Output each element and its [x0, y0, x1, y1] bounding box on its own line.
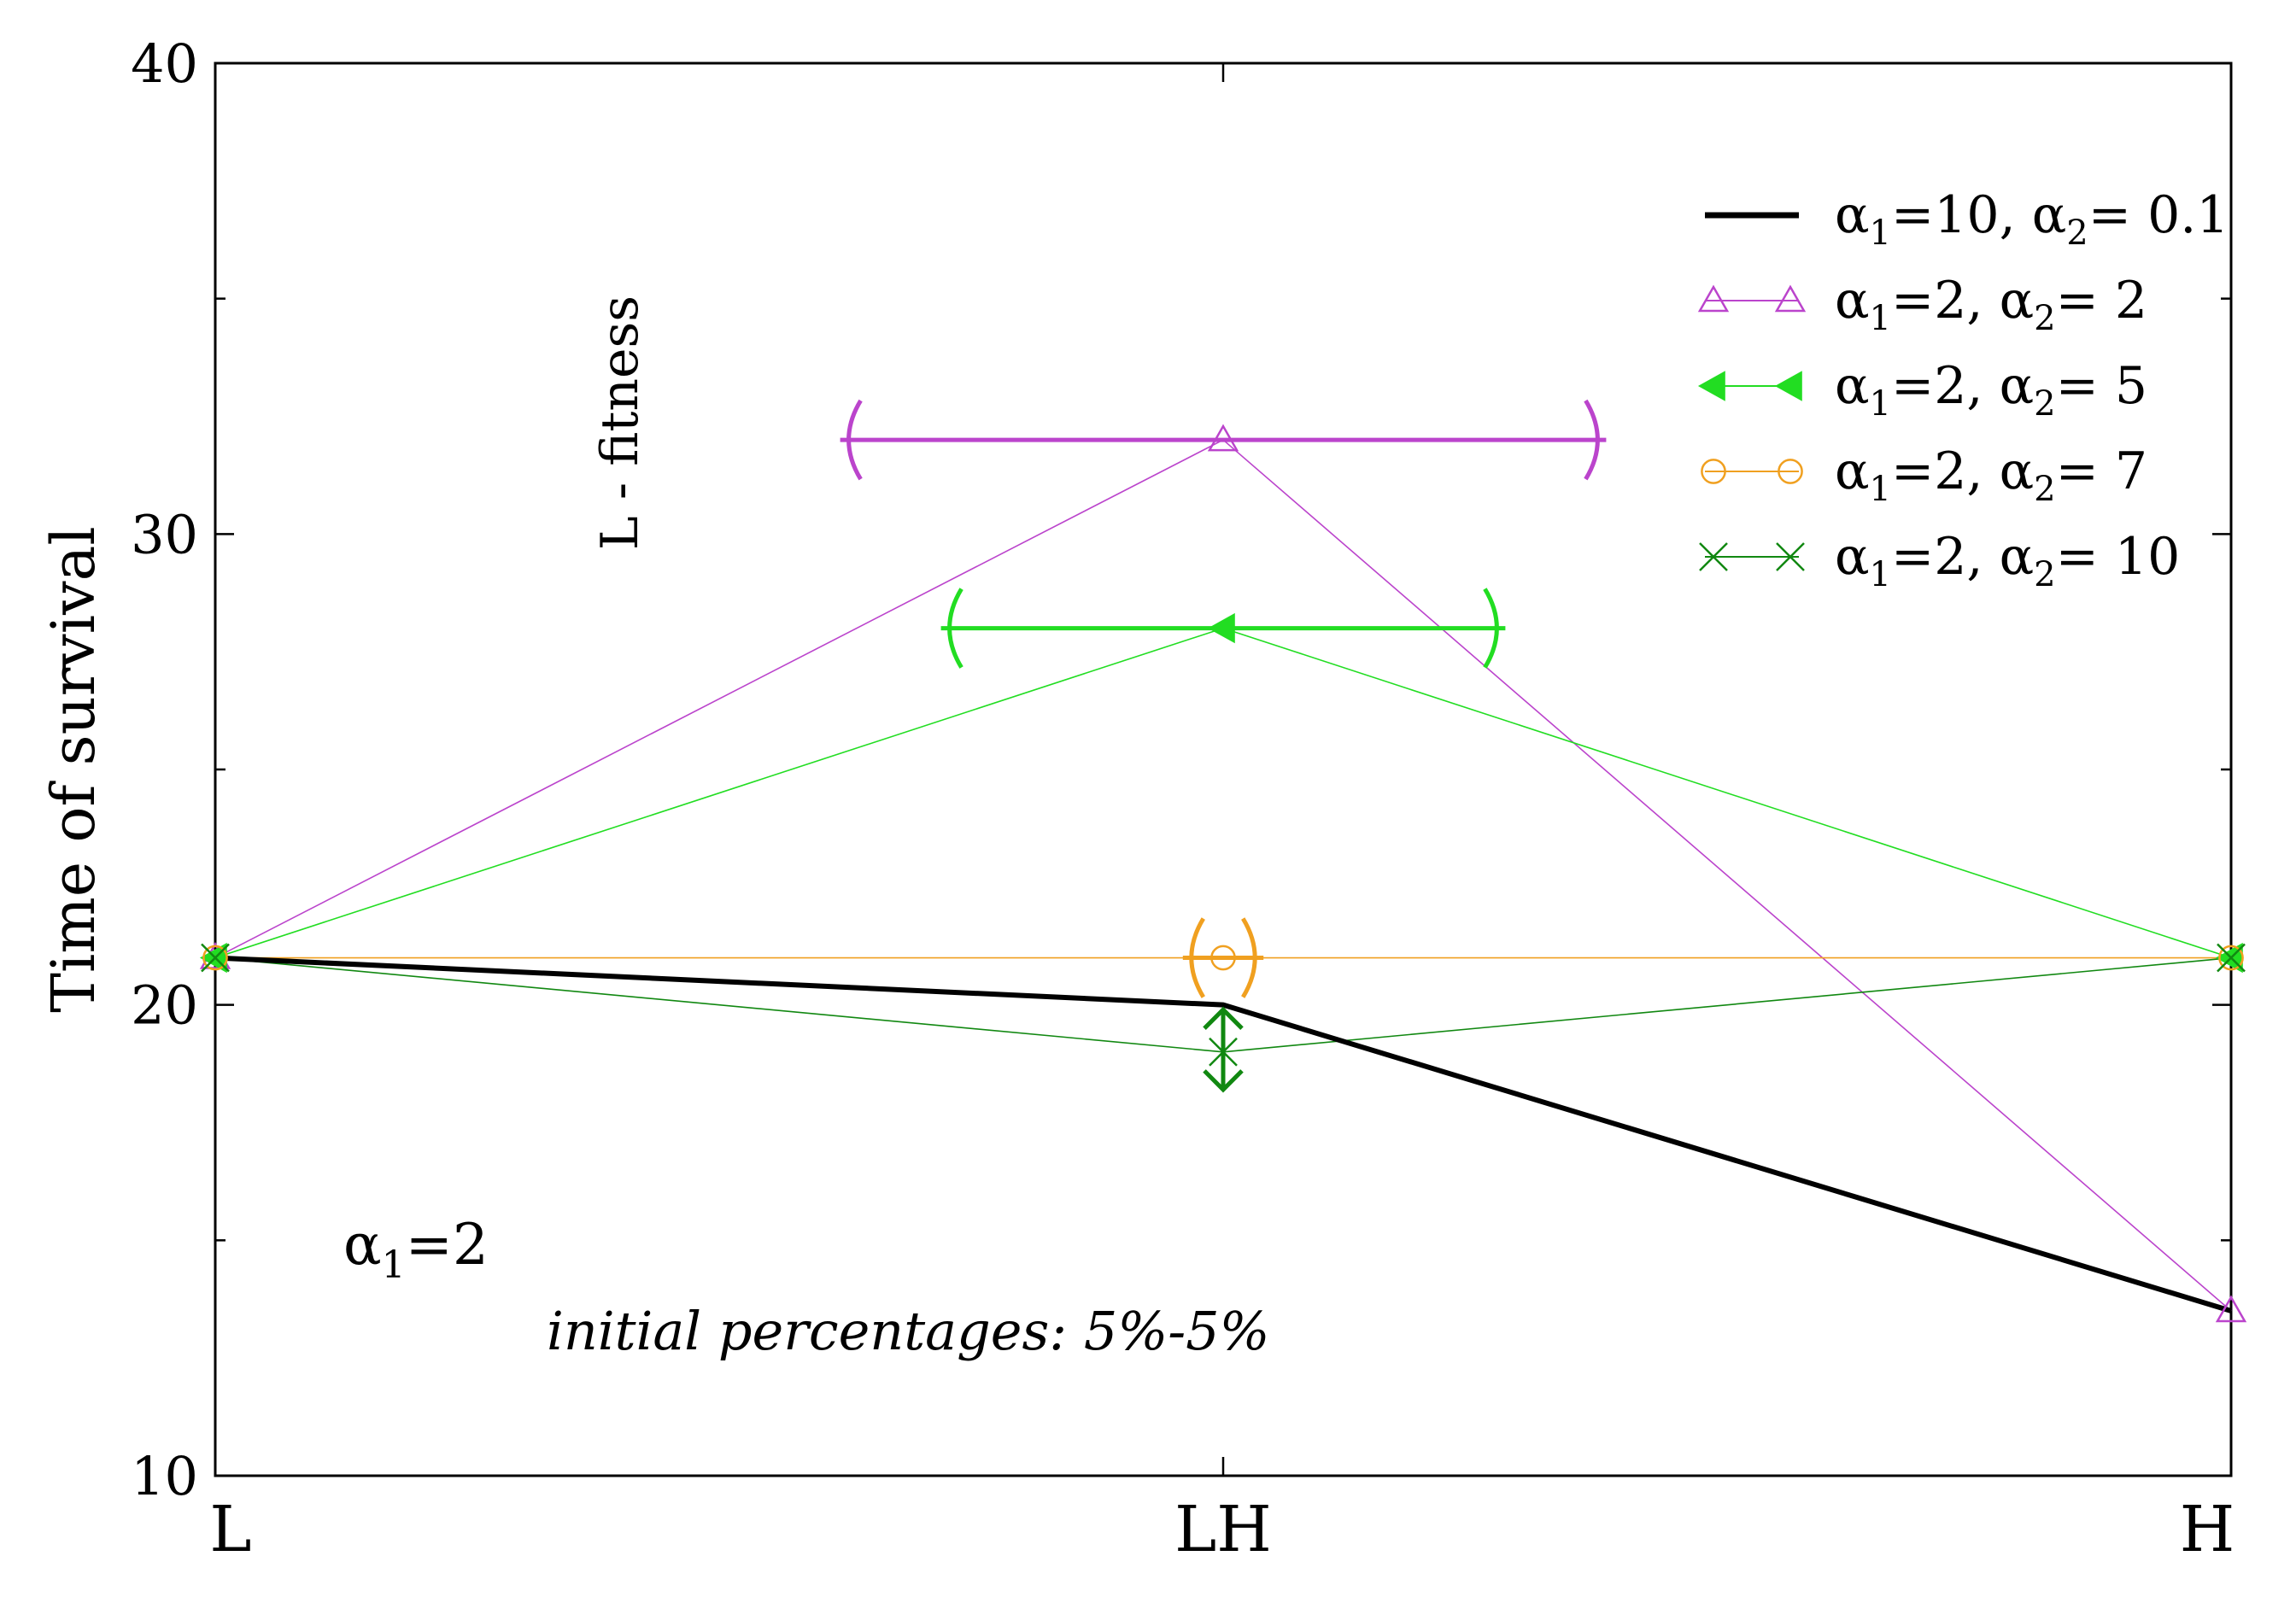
annotations: L - fitness α1=2 initial percentages: 5%-5… [343, 295, 1270, 1362]
triangle-marker [1697, 284, 1730, 313]
legend-label: α1=2, α2= 2 [1835, 271, 2147, 338]
x-marker [1209, 1037, 1238, 1067]
error-bar-cap-right [1483, 588, 1499, 669]
x-marker [201, 943, 230, 973]
series-line [214, 955, 2232, 1313]
circle-marker [1701, 459, 1726, 484]
legend-subscript: 1 [1870, 299, 1891, 338]
error-bar-cap-bottom [1203, 1069, 1244, 1093]
legend-subscript: 2 [2034, 470, 2055, 509]
x-marker [2217, 943, 2246, 973]
legend-text: =10, [1891, 185, 2032, 245]
initial-percentages-note: initial percentages: 5%-5% [547, 1300, 1270, 1362]
legend: α1=10, α2= 0.1α1=2, α2= 2α1=2, α2= 5α1=2… [1697, 185, 2229, 594]
alpha-value: =2 [406, 1212, 489, 1278]
triangle-marker [1774, 284, 1807, 313]
legend-subscript: 1 [1870, 555, 1891, 594]
x-marker [1776, 542, 1805, 571]
series-markers [199, 424, 2247, 1323]
legend-subscript: 2 [2066, 214, 2088, 253]
legend-label: α1=10, α2= 0.1 [1835, 185, 2229, 253]
y-tick-label: 10 [131, 1445, 198, 1507]
legend-text: = 2 [2056, 271, 2148, 331]
legend-subscript: 1 [1870, 470, 1891, 509]
error-bar-cap-left [1189, 917, 1205, 998]
error-bars [840, 399, 1607, 1093]
legend-subscript: 1 [1870, 214, 1891, 253]
axes: 10 20 30 40 L LH H Time of survival [38, 32, 2234, 1566]
legend-label: α1=2, α2= 10 [1835, 527, 2180, 594]
triangle-left-marker [1774, 371, 1802, 401]
legend-text: =2, [1891, 271, 2000, 331]
legend-subscript: 2 [2034, 384, 2055, 424]
error-bar-cap-right [1584, 399, 1600, 481]
legend-text: =2, [1891, 442, 2000, 501]
alpha-symbol: α [343, 1212, 382, 1278]
legend-alpha: α [1835, 442, 1870, 501]
x-tick-label: H [2180, 1493, 2235, 1566]
legend-label: α1=2, α2= 5 [1835, 356, 2147, 424]
legend-alpha: α [2032, 185, 2067, 245]
legend-subscript: 2 [2034, 555, 2055, 594]
y-axis-label: Time of survival [38, 526, 108, 1013]
legend-subscript: 2 [2034, 299, 2055, 338]
legend-text: = 5 [2056, 356, 2148, 416]
triangle-marker [1207, 424, 1239, 452]
error-bar-cap-right [1241, 917, 1257, 998]
legend-alpha: α [2000, 527, 2035, 587]
series-line [214, 627, 2232, 959]
legend-text: = 0.1 [2088, 185, 2229, 245]
l-fitness-label: L - fitness [590, 295, 650, 550]
alpha-annotation: α1=2 [343, 1212, 489, 1287]
legend-alpha: α [2000, 356, 2035, 416]
y-tick-label: 40 [131, 32, 198, 95]
legend-alpha: α [2000, 271, 2035, 331]
error-bar-cap-top [1203, 1006, 1244, 1030]
legend-text: =2, [1891, 527, 2000, 587]
x-tick-label: L [209, 1493, 251, 1566]
legend-text: =2, [1891, 356, 2000, 416]
legend-alpha: α [2000, 442, 2035, 501]
y-tick-label: 30 [131, 503, 198, 565]
legend-alpha: α [1835, 271, 1870, 331]
legend-text: = 7 [2056, 442, 2148, 501]
triangle-left-marker [1697, 371, 1725, 401]
legend-subscript: 1 [1870, 384, 1891, 424]
error-bar-cap-left [947, 588, 964, 669]
triangle-left-marker [1207, 612, 1235, 644]
triangle-marker [2215, 1295, 2247, 1323]
x-tick-label: LH [1174, 1493, 1272, 1566]
circle-marker [1778, 459, 1803, 484]
legend-alpha: α [1835, 527, 1870, 587]
y-tick-label: 20 [131, 974, 198, 1037]
circle-marker [1210, 945, 1236, 971]
circle-marker [202, 945, 228, 971]
circle-marker [2218, 945, 2244, 971]
legend-label: α1=2, α2= 7 [1835, 442, 2147, 509]
legend-alpha: α [1835, 185, 1870, 245]
error-bar-cap-left [846, 399, 863, 481]
legend-alpha: α [1835, 356, 1870, 416]
legend-text: = 10 [2056, 527, 2181, 587]
x-marker [1699, 542, 1728, 571]
alpha-subscript: 1 [382, 1243, 406, 1287]
